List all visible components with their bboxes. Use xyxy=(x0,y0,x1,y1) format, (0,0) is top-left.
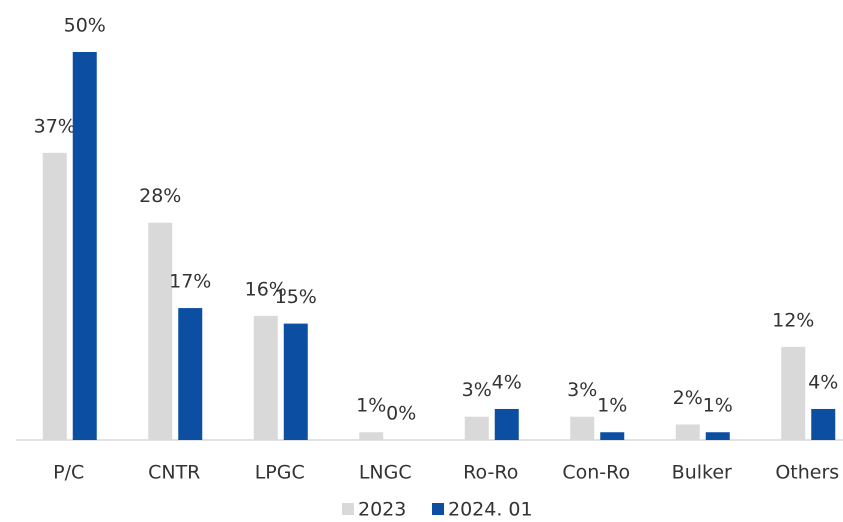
data-label: 2% xyxy=(673,387,703,409)
x-tick-label: Con-Ro xyxy=(562,462,630,484)
bar xyxy=(359,432,384,440)
legend-label: 2023 xyxy=(358,499,406,521)
data-label: 50% xyxy=(64,15,106,37)
bar xyxy=(781,346,806,440)
data-label: 37% xyxy=(34,115,76,137)
data-label: 4% xyxy=(808,371,838,393)
bar xyxy=(72,52,97,440)
data-label: 0% xyxy=(386,403,416,425)
data-label: 1% xyxy=(597,395,627,417)
bar xyxy=(253,315,278,440)
x-tick-label: Others xyxy=(775,462,839,484)
bar xyxy=(42,152,67,440)
data-label: 17% xyxy=(169,271,211,293)
x-tick-label: LPGC xyxy=(255,462,305,484)
data-label: 3% xyxy=(462,379,492,401)
data-label: 3% xyxy=(567,379,597,401)
x-tick-label: Bulker xyxy=(672,462,732,484)
legend-label: 2024. 01 xyxy=(448,499,533,521)
bar xyxy=(464,416,489,440)
bar xyxy=(283,323,308,440)
data-label: 16% xyxy=(245,278,287,300)
x-tick-label: CNTR xyxy=(148,462,200,484)
data-label: 12% xyxy=(772,309,814,331)
bar xyxy=(148,222,173,440)
legend-swatch xyxy=(432,503,444,515)
bar xyxy=(494,408,519,440)
data-label: 1% xyxy=(703,395,733,417)
bar xyxy=(675,424,700,440)
x-tick-label: P/C xyxy=(53,462,84,484)
data-label: 4% xyxy=(492,371,522,393)
x-tick-label: LNGC xyxy=(359,462,412,484)
bar xyxy=(600,432,625,440)
x-tick-label: Ro-Ro xyxy=(463,462,518,484)
bar xyxy=(811,408,836,440)
bar xyxy=(705,432,730,440)
data-label: 1% xyxy=(356,395,386,417)
data-label: 15% xyxy=(275,286,317,308)
bar xyxy=(178,308,203,440)
bar xyxy=(570,416,595,440)
data-label: 28% xyxy=(139,185,181,207)
legend-swatch xyxy=(342,503,354,515)
